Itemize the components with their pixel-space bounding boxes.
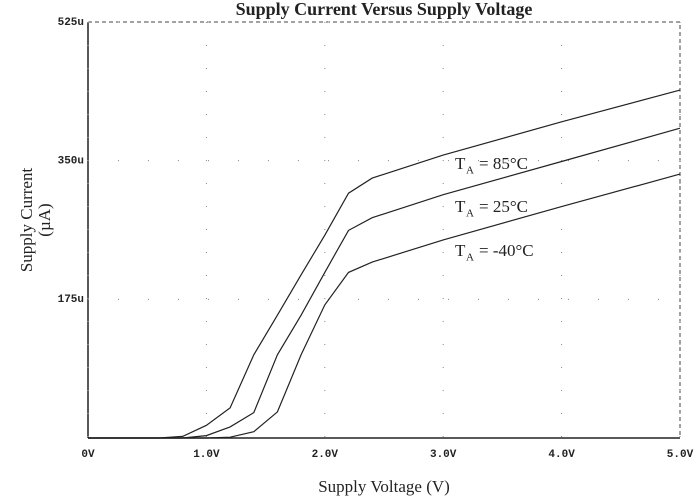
y-axis-label: (µA)	[35, 203, 54, 236]
y-tick-label: 525u	[58, 17, 84, 29]
annotation-text: = 85°C	[479, 154, 528, 173]
annotation: T A = 25°C	[455, 197, 528, 220]
annotation: T A = -40°C	[455, 241, 534, 264]
annotation: T A = 85°C	[455, 154, 528, 177]
x-tick-label: 5.0V	[667, 449, 694, 461]
annotation-text: = -40°C	[479, 241, 534, 260]
annotation-text: = 25°C	[479, 197, 528, 216]
x-tick-label: 1.0V	[193, 449, 220, 461]
annotation-symbol: T	[455, 241, 466, 260]
annotation-symbol: T	[455, 154, 466, 173]
annotation-subscript: A	[466, 208, 474, 220]
y-axis-label: Supply Current	[17, 168, 36, 273]
x-tick-label: 3.0V	[430, 449, 457, 461]
y-tick-label: 175u	[58, 294, 84, 306]
series-line	[88, 89, 681, 439]
chart-title: Supply Current Versus Supply Voltage	[236, 0, 533, 19]
x-tick-label: 4.0V	[548, 449, 575, 461]
annotation-subscript: A	[466, 252, 474, 264]
annotation-subscript: A	[466, 165, 474, 177]
x-tick-label: 0V	[81, 449, 95, 461]
y-tick-label: 350u	[58, 156, 84, 168]
x-tick-label: 2.0V	[312, 449, 339, 461]
x-axis-label: Supply Voltage (V)	[318, 477, 450, 496]
series-line	[88, 173, 681, 439]
annotation-symbol: T	[455, 197, 466, 216]
plot-frame	[87, 21, 681, 439]
